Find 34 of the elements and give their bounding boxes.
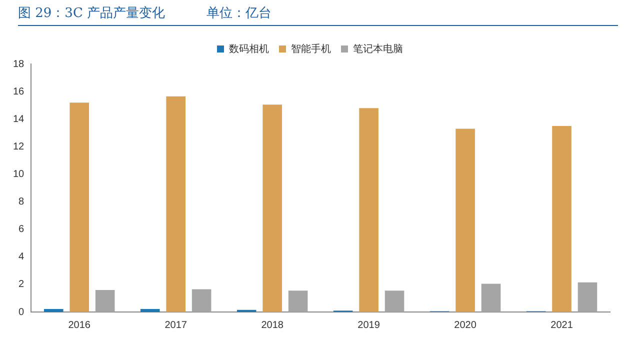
x-tick-label: 2017 (164, 320, 188, 331)
y-tick-label: 4 (18, 252, 25, 263)
y-tick-label: 18 (13, 58, 25, 70)
y-tick-label: 8 (18, 196, 25, 208)
chart-title: 图 29：3C 产品产量变化 单位：亿台 (18, 4, 618, 26)
y-tick-label: 0 (18, 306, 25, 318)
bar (288, 290, 308, 312)
y-tick-label: 12 (13, 141, 25, 152)
bar (140, 308, 160, 312)
bar (70, 102, 90, 312)
bar (456, 128, 475, 312)
bar (578, 282, 598, 312)
bar (481, 284, 501, 312)
y-tick-label: 2 (18, 279, 25, 290)
bar (359, 108, 378, 312)
bar (552, 126, 572, 312)
bar (166, 96, 186, 312)
x-tick-label: 2018 (261, 320, 284, 331)
bar (192, 289, 212, 312)
y-tick-label: 10 (13, 168, 25, 180)
y-tick-label: 14 (13, 114, 25, 125)
x-tick-label: 2016 (68, 320, 91, 331)
legend-label: 数码相机 (229, 42, 269, 55)
x-tick-label: 2020 (454, 320, 477, 331)
legend-label: 智能手机 (291, 42, 331, 55)
x-tick-label: 2019 (358, 320, 380, 331)
legend-label: 笔记本电脑 (353, 42, 403, 55)
y-tick-label: 16 (13, 86, 25, 98)
bar (384, 290, 404, 312)
x-tick-label: 2021 (550, 320, 574, 331)
bar (44, 308, 64, 312)
y-tick-label: 6 (18, 224, 25, 236)
bar (262, 104, 282, 312)
bar (95, 290, 115, 312)
